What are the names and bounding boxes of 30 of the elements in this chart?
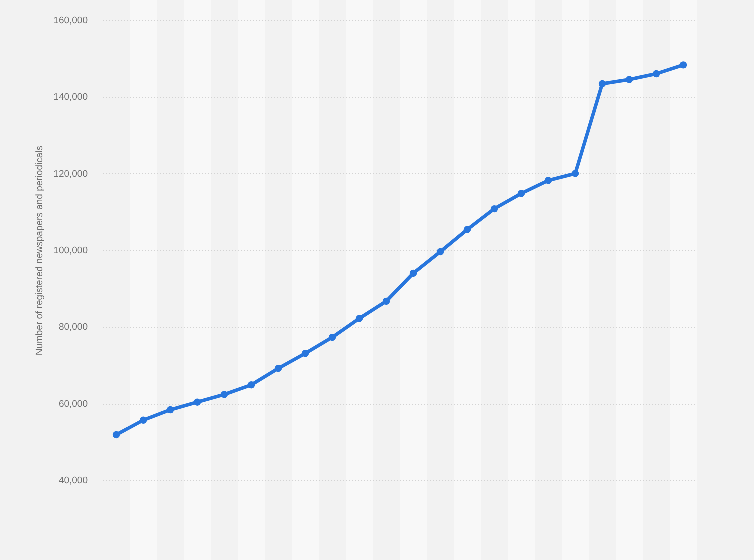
point	[652, 70, 660, 78]
y-tick-label: 40,000	[58, 476, 88, 487]
point	[166, 406, 174, 414]
point	[544, 177, 552, 184]
point	[220, 391, 228, 398]
point	[328, 334, 336, 342]
point	[436, 248, 444, 256]
point	[140, 416, 148, 424]
point	[572, 170, 580, 178]
point	[490, 205, 498, 213]
y-tick-label: 160,000	[54, 15, 88, 26]
point	[410, 270, 418, 278]
point	[302, 350, 310, 358]
point	[248, 382, 256, 389]
point	[382, 298, 390, 306]
point	[518, 190, 526, 198]
point	[680, 62, 688, 69]
y-tick-label: 60,000	[58, 398, 88, 410]
point	[274, 365, 282, 372]
point	[356, 315, 364, 322]
point	[112, 431, 120, 439]
point	[194, 398, 202, 406]
point	[464, 226, 472, 234]
y-tick-label: 100,000	[54, 245, 88, 256]
y-tick-label: 120,000	[54, 168, 88, 180]
point	[626, 76, 634, 84]
y-tick-label: 140,000	[54, 92, 88, 104]
point	[598, 80, 606, 88]
y-axis-title: Number of registered newspapers and periodicals	[34, 146, 46, 356]
y-tick-label: 80,000	[58, 322, 88, 334]
